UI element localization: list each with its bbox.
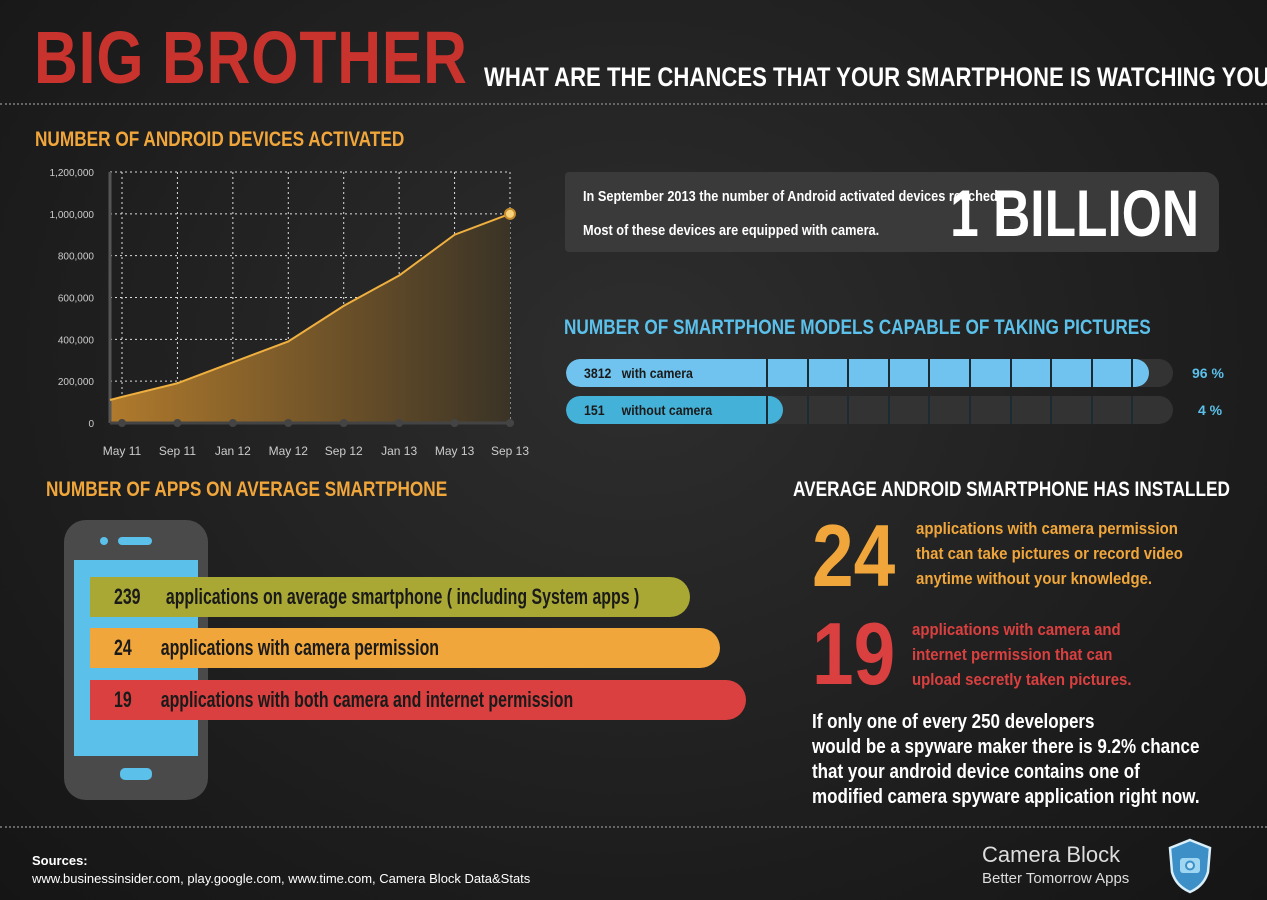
x-tick-label: Sep 11 [159,444,196,458]
brand: Camera Block Better Tomorrow Apps [982,842,1130,887]
bar-segment [1050,396,1053,424]
percent-without-camera: 4 % [1198,402,1223,418]
android-activations-chart: 0 200,000 400,000 600,000 800,000 1,000,000 1,… [50,168,530,458]
bar-without-camera: 151 without camera [566,396,1173,424]
axis-dot [506,419,514,427]
y-tick-label: 200,000 [58,377,95,388]
billion-big: 1 BILLION [950,176,1199,250]
bar-segment [1009,396,1012,424]
bar-segment [847,359,850,387]
bar-segment [847,396,850,424]
camera-apps-number: 24 [812,506,896,605]
installed-title: AVERAGE ANDROID SMARTPHONE HAS INSTALLED [793,478,1230,501]
bar-segment [928,359,931,387]
billion-box: In September 2013 the number of Android … [565,172,1219,252]
axis-dot [450,419,459,427]
axis-dot [284,419,293,427]
divider [0,826,1267,828]
area-fill [110,213,510,423]
bar-label: 3812 with camera [584,365,693,381]
bar-segment [969,396,971,424]
percent-with-camera: 96 % [1192,365,1224,381]
billion-line2: Most of these devices are equipped with … [583,222,880,239]
y-tick-label: 600,000 [58,294,95,305]
bar-fill [566,396,783,424]
bar-segment [1050,359,1053,387]
bar-segment [1131,359,1134,387]
bar-segment [887,359,890,387]
apps-title: NUMBER OF APPS ON AVERAGE SMARTPHONE [46,478,448,501]
chart-title: NUMBER OF ANDROID DEVICES ACTIVATED [35,128,405,151]
bar-segment [928,396,931,424]
camera-apps-desc: applications with camera permission that … [916,519,1183,588]
bar-segment [1090,359,1093,387]
bar-segment [806,359,809,387]
bar-segment [766,396,768,424]
apps-item-camera: 24 applications with camera permission [90,628,720,668]
axis-dot [228,419,237,427]
x-tick-label: Sep 13 [491,444,529,458]
bar-segment [806,396,809,424]
bar-segment [1009,359,1012,387]
page-subtitle: WHAT ARE THE CHANCES THAT YOUR SMARTPHON… [484,62,1267,92]
x-tick-label: Jan 13 [381,444,417,458]
y-tick-label: 1,000,000 [50,210,95,221]
y-tick-label: 1,200,000 [50,168,95,179]
y-tick-label: 400,000 [58,335,95,346]
bar-label: 151 without camera [584,402,713,418]
bar-segment [887,396,890,424]
upload-apps-number: 19 [812,604,896,703]
x-tick-label: May 12 [269,444,309,458]
axis-dot [118,419,126,427]
x-tick-label: Jan 12 [215,444,251,458]
data-point [504,207,516,220]
divider [0,103,1267,105]
bar-segment [1090,396,1093,424]
bar-with-camera: 3812 with camera [566,359,1173,387]
billion-line1: In September 2013 the number of Android … [583,188,998,205]
y-tick-label: 0 [88,419,94,430]
shield-camera-icon [1168,838,1212,894]
page-title: BIG BROTHER [34,16,468,99]
bar-segment [969,359,971,387]
apps-item-camera-internet: 19 applications with both camera and int… [90,680,746,720]
apps-item-total: 239 applications on average smartphone (… [90,577,690,617]
models-title: NUMBER OF SMARTPHONE MODELS CAPABLE OF T… [564,316,1151,339]
data-line [109,212,511,401]
bar-segment [766,359,768,387]
x-tick-label: May 13 [435,444,475,458]
upload-apps-desc: applications with camera and internet per… [912,620,1132,689]
axis-dot [395,419,404,427]
sources: Sources: www.businessinsider.com, play.g… [32,853,531,886]
bar-segment [1131,396,1134,424]
y-tick-label: 800,000 [58,252,95,263]
spyware-chance-text: If only one of every 250 developers would… [812,711,1200,808]
axis-dot [339,419,348,427]
x-tick-label: May 11 [103,444,142,458]
x-tick-label: Sep 12 [325,444,363,458]
axis-dot [173,419,182,427]
